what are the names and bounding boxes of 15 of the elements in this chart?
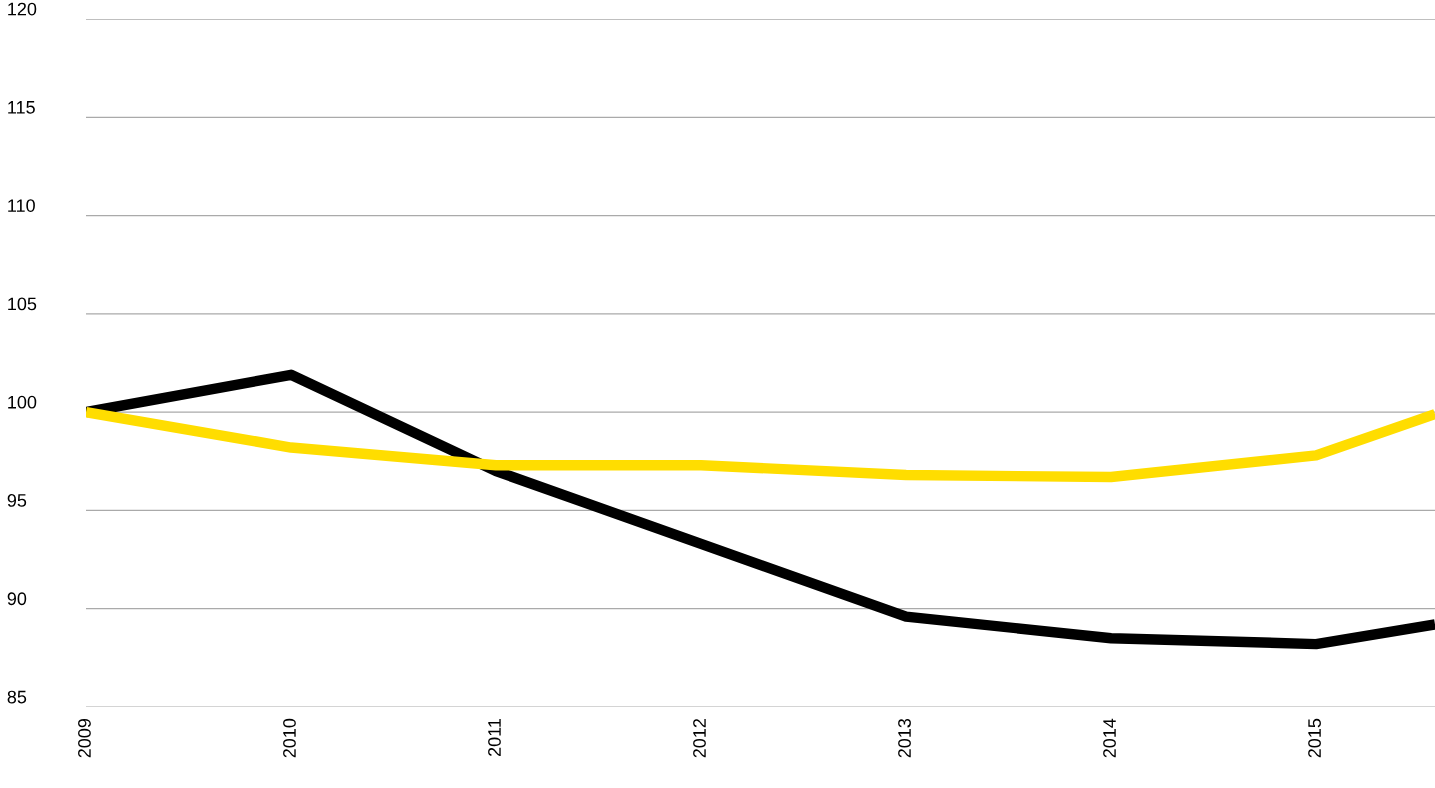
y-tick-label: 120 bbox=[8, 2, 37, 16]
y-tick-label: 115 bbox=[8, 101, 35, 114]
x-tick-label: 2009 bbox=[78, 718, 91, 758]
x-tick-label: 2015 bbox=[1308, 718, 1321, 758]
y-tick-label: 110 bbox=[8, 199, 35, 212]
y-tick-label: 90 bbox=[7, 592, 27, 606]
x-tick-label: 2014 bbox=[1103, 718, 1116, 758]
y-tick-label: 105 bbox=[8, 297, 37, 311]
y-tick-label: 95 bbox=[7, 494, 27, 507]
x-tick-label: 2012 bbox=[693, 719, 706, 758]
x-tick-label: 2013 bbox=[898, 718, 911, 758]
y-tick-label: 100 bbox=[8, 395, 37, 409]
y-tick-label: 85 bbox=[7, 690, 27, 704]
x-tick-label: 2010 bbox=[283, 718, 296, 758]
x-tick-label: 2011 bbox=[488, 718, 501, 757]
